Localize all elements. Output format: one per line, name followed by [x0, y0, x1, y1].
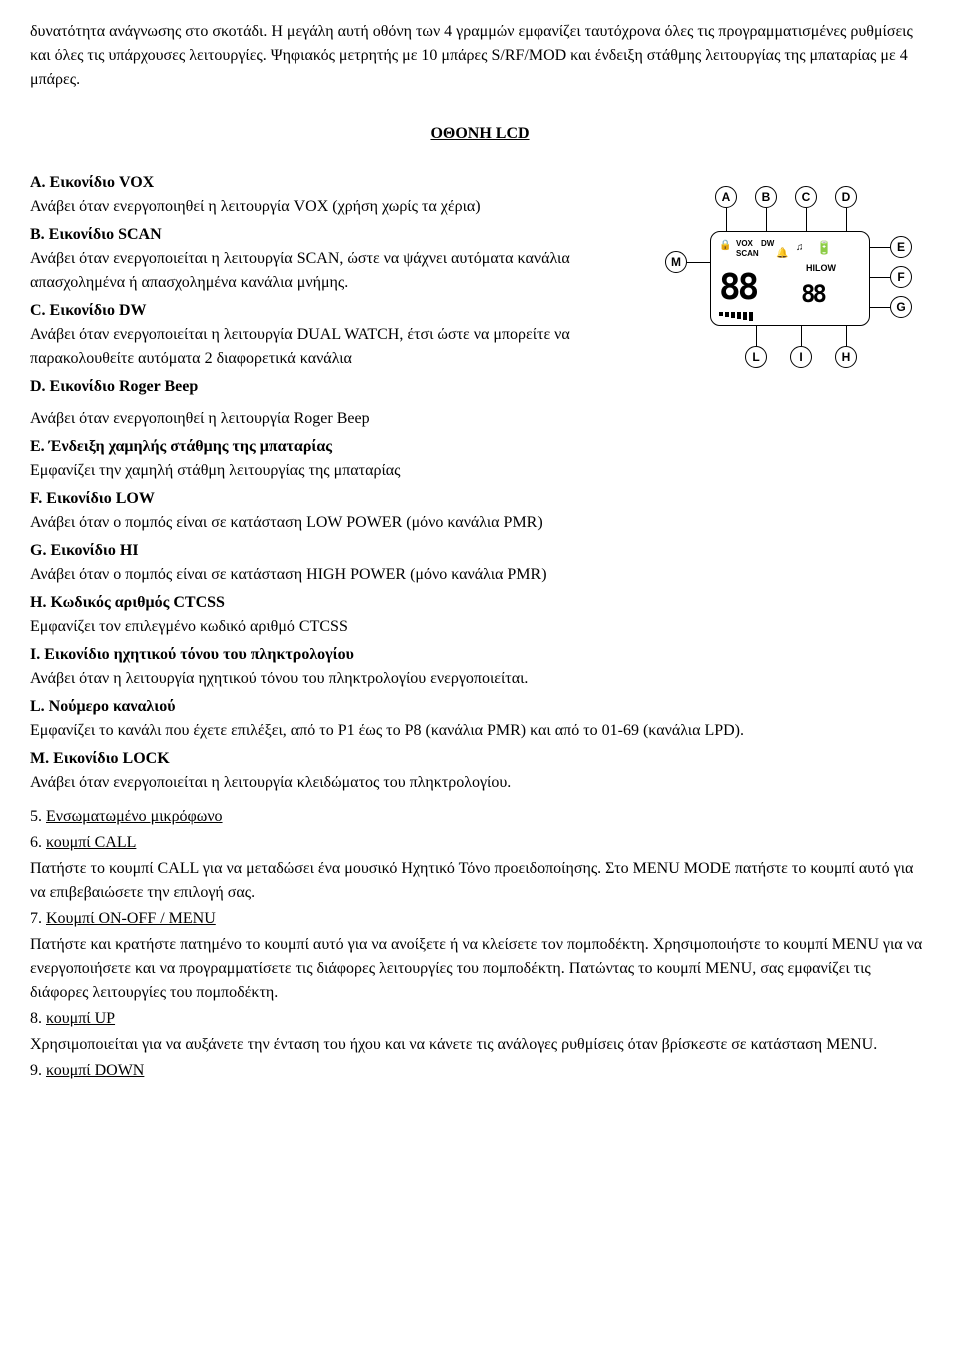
callout-line: [846, 326, 847, 346]
item-g-label: G. Εικονίδιο HI: [30, 539, 930, 563]
section-title-lcd: ΟΘΟΝΗ LCD: [30, 122, 930, 146]
item-c-label: C. Εικονίδιο DW: [30, 299, 640, 323]
callout-line: [756, 326, 757, 346]
numbered-8: 8. κουμπί UP: [30, 1007, 930, 1031]
lcd-ctcss-digits: 88: [801, 282, 824, 306]
item-f-desc: Ανάβει όταν ο πομπός είναι σε κατάσταση …: [30, 511, 930, 535]
item-a-desc: Ανάβει όταν ενεργοποιηθεί η λειτουργία V…: [30, 195, 640, 219]
item-i-label: I. Εικονίδιο ηχητικού τόνου του πληκτρολ…: [30, 643, 930, 667]
lcd-scan-label: SCAN: [736, 248, 759, 260]
lcd-diagram: A B C D M E F G L I H: [660, 171, 930, 399]
callout-b: B: [755, 186, 777, 208]
item-l-desc: Εμφανίζει το κανάλι που έχετε επιλέξει, …: [30, 719, 930, 743]
lock-icon: 🔒: [719, 238, 731, 253]
num-8: 8.: [30, 1010, 42, 1027]
item-i-desc: Ανάβει όταν η λειτουργία ηχητικού τόνου …: [30, 667, 930, 691]
num-7-desc: Πατήστε και κρατήστε πατημένο το κουμπί …: [30, 933, 930, 1005]
numbered-9: 9. κουμπί DOWN: [30, 1059, 930, 1083]
lcd-dw-label: DW: [761, 238, 774, 250]
callout-line: [806, 208, 807, 231]
num-7: 7.: [30, 910, 42, 927]
callout-e: E: [890, 236, 912, 258]
item-b-desc: Ανάβει όταν ενεργοποιείται η λειτουργία …: [30, 247, 640, 295]
lcd-signal-bars: [719, 312, 753, 321]
numbered-7: 7. Κουμπί ON-OFF / MENU: [30, 907, 930, 931]
callout-line: [726, 208, 727, 231]
item-a-label: Α. Εικονίδιο VOX: [30, 171, 640, 195]
num-7-label: Κουμπί ON-OFF / MENU: [46, 910, 216, 927]
num-5-label: Ενσωματωμένο μικρόφωνο: [46, 808, 223, 825]
item-b-label: Β. Εικονίδιο SCAN: [30, 223, 640, 247]
callout-d: D: [835, 186, 857, 208]
item-m-desc: Ανάβει όταν ενεργοποιείται η λειτουργία …: [30, 771, 930, 795]
item-h-desc: Εμφανίζει τον επιλεγμένο κωδικό αριθμό C…: [30, 615, 930, 639]
callout-line: [687, 262, 710, 263]
callout-f: F: [890, 266, 912, 288]
item-g-desc: Ανάβει όταν ο πομπός είναι σε κατάσταση …: [30, 563, 930, 587]
callout-g: G: [890, 296, 912, 318]
item-f-label: F. Εικονίδιο LOW: [30, 487, 930, 511]
num-9: 9.: [30, 1062, 42, 1079]
intro-paragraph: δυνατότητα ανάγνωσης στο σκοτάδι. Η μεγά…: [30, 20, 930, 92]
item-e-desc: Εμφανίζει την χαμηλή στάθμη λειτουργίας …: [30, 459, 930, 483]
numbered-6: 6. κουμπί CALL: [30, 831, 930, 855]
lcd-channel-digits: 88: [719, 270, 756, 306]
item-c-desc: Ανάβει όταν ενεργοποιείται η λειτουργία …: [30, 323, 640, 371]
battery-icon: 🔋: [816, 238, 832, 258]
lcd-items-left-column: Α. Εικονίδιο VOX Ανάβει όταν ενεργοποιηθ…: [30, 171, 640, 399]
num-8-label: κουμπί UP: [46, 1010, 115, 1027]
lcd-screen: 🔒 VOX DW SCAN 🔔 ♫ 🔋 HILOW 88 88: [710, 231, 870, 326]
note-icon: ♫: [796, 240, 804, 255]
callout-line: [766, 208, 767, 231]
num-9-label: κουμπί DOWN: [46, 1062, 144, 1079]
callout-line: [870, 277, 890, 278]
item-l-label: L. Νούμερο καναλιού: [30, 695, 930, 719]
item-m-label: M. Εικονίδιο LOCK: [30, 747, 930, 771]
item-e-label: E. Ένδειξη χαμηλής στάθμης της μπαταρίας: [30, 435, 930, 459]
num-6-desc: Πατήστε το κουμπί CALL για να μεταδώσει …: [30, 857, 930, 905]
callout-l: L: [745, 346, 767, 368]
callout-line: [846, 208, 847, 231]
num-5: 5.: [30, 808, 42, 825]
callout-i: I: [790, 346, 812, 368]
item-d-label: D. Εικονίδιο Roger Beep: [30, 375, 640, 399]
callout-m: M: [665, 251, 687, 273]
numbered-5: 5. Ενσωματωμένο μικρόφωνο: [30, 805, 930, 829]
num-6-label: κουμπί CALL: [46, 834, 136, 851]
item-h-label: H. Κωδικός αριθμός CTCSS: [30, 591, 930, 615]
lcd-hilow-label: HILOW: [806, 262, 836, 276]
callout-a: A: [715, 186, 737, 208]
num-8-desc: Χρησιμοποιείται για να αυξάνετε την έντα…: [30, 1033, 930, 1057]
bell-icon: 🔔: [776, 246, 788, 261]
item-d-desc: Ανάβει όταν ενεργοποιηθεί η λειτουργία R…: [30, 407, 930, 431]
callout-line: [801, 326, 802, 346]
callout-h: H: [835, 346, 857, 368]
callout-line: [870, 247, 890, 248]
num-6: 6.: [30, 834, 42, 851]
callout-line: [870, 307, 890, 308]
callout-c: C: [795, 186, 817, 208]
